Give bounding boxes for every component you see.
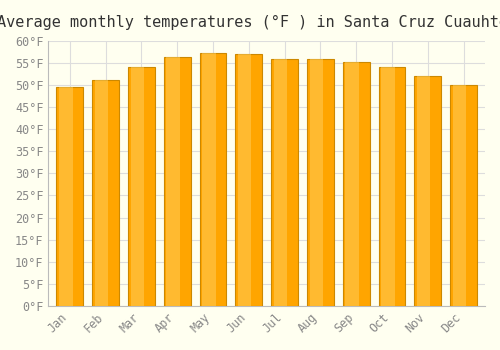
- Bar: [450, 85, 477, 306]
- Bar: [346, 62, 359, 306]
- Bar: [92, 80, 119, 306]
- Bar: [59, 87, 72, 306]
- Bar: [453, 85, 466, 306]
- Bar: [271, 60, 298, 306]
- Bar: [378, 68, 406, 306]
- Bar: [202, 53, 215, 306]
- Bar: [56, 87, 84, 306]
- Title: Average monthly temperatures (°F ) in Santa Cruz Cuauhtenco: Average monthly temperatures (°F ) in Sa…: [0, 15, 500, 30]
- Bar: [164, 57, 190, 306]
- Bar: [238, 54, 252, 306]
- Bar: [274, 60, 287, 306]
- Bar: [236, 54, 262, 306]
- Bar: [307, 60, 334, 306]
- Bar: [417, 76, 430, 306]
- Bar: [166, 57, 180, 306]
- Bar: [130, 68, 144, 306]
- Bar: [95, 80, 108, 306]
- Bar: [381, 68, 394, 306]
- Bar: [414, 76, 441, 306]
- Bar: [128, 68, 155, 306]
- Bar: [310, 60, 323, 306]
- Bar: [342, 62, 369, 306]
- Bar: [200, 53, 226, 306]
